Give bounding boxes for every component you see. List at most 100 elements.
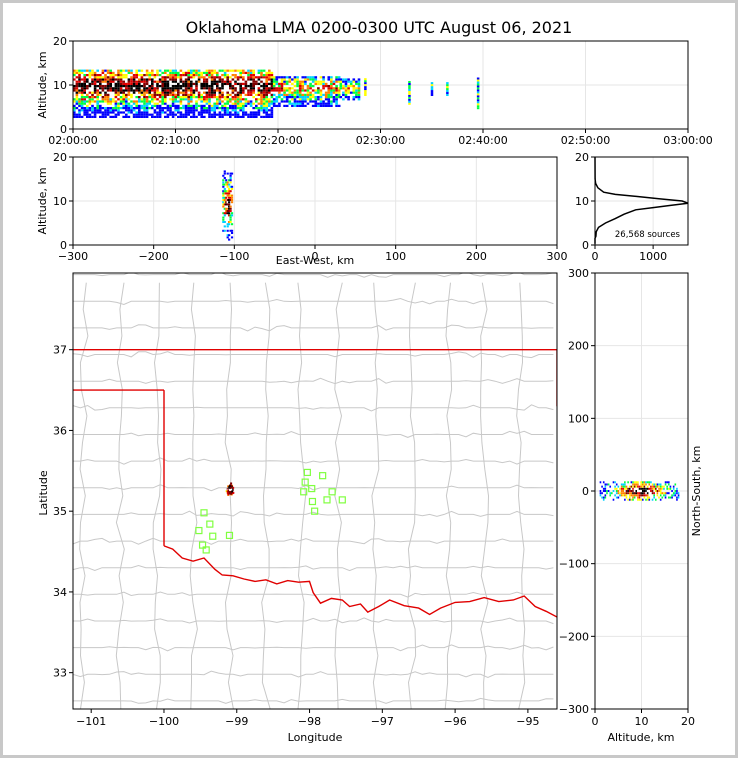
source-density-cell: [218, 113, 222, 116]
source-density-cell: [265, 104, 268, 107]
source-density-cell: [190, 69, 193, 72]
source-density-cell: [262, 104, 266, 107]
source-density-cell: [96, 96, 99, 99]
source-density-cell: [179, 85, 183, 88]
source-density-cell: [106, 80, 110, 83]
ns-source-cell: [654, 483, 657, 486]
source-density-cell: [255, 76, 258, 79]
source-density-cell: [213, 107, 216, 110]
source-density-cell: [117, 87, 120, 90]
source-density-cell: [285, 100, 289, 103]
source-density-cell: [205, 69, 209, 72]
source-density-cell: [132, 107, 136, 110]
source-density-cell: [213, 76, 216, 79]
source-density-cell: [226, 93, 229, 96]
ns-source-cell: [625, 487, 628, 490]
source-density-cell: [306, 98, 310, 101]
lma-stations: [195, 468, 346, 554]
ns-source-cell: [663, 485, 665, 488]
source-density-cell: [208, 93, 211, 96]
ew-source-cell: [225, 181, 228, 184]
source-density-cell: [252, 74, 255, 77]
source-density-cell: [75, 98, 79, 101]
source-density-cell: [88, 113, 92, 116]
source-density-cell: [164, 80, 167, 83]
source-density-cell: [138, 111, 141, 114]
source-density-cell: [239, 76, 242, 79]
source-density-cell: [234, 102, 237, 105]
source-density-cell: [476, 79, 480, 82]
source-density-cell: [239, 69, 242, 72]
source-density-cell: [301, 102, 305, 105]
source-density-cell: [145, 115, 149, 118]
source-density-cell: [270, 80, 274, 83]
source-density-cell: [265, 115, 268, 118]
source-density-cell: [197, 91, 201, 94]
source-density-cell: [192, 82, 196, 85]
source-density-cell: [244, 87, 248, 90]
source-density-cell: [200, 109, 203, 112]
source-density-cell: [135, 85, 138, 88]
source-density-cell: [408, 92, 411, 95]
source-density-cell: [106, 111, 110, 114]
source-density-cell: [205, 87, 209, 90]
ns-source-cell: [627, 487, 629, 490]
source-density-cell: [174, 89, 177, 92]
ew-source-cell: [223, 192, 226, 195]
source-density-cell: [177, 71, 180, 74]
source-density-cell: [148, 100, 151, 103]
source-density-cell: [205, 111, 209, 114]
source-density-cell: [352, 85, 356, 88]
ns-source-cell: [637, 494, 639, 497]
source-density-cell: [93, 107, 97, 110]
source-density-cell: [319, 91, 323, 94]
source-density-cell: [208, 69, 211, 72]
ew-source-cell: [230, 232, 234, 234]
source-density-cell: [83, 85, 86, 88]
source-density-cell: [208, 107, 211, 110]
source-density-cell: [190, 76, 193, 79]
source-density-cell: [322, 102, 325, 105]
source-density-cell: [218, 98, 222, 101]
county-line: [73, 670, 554, 678]
source-density-cell: [265, 87, 268, 90]
source-density-cell: [257, 111, 261, 114]
source-density-cell: [158, 93, 162, 96]
ns-source-cell: [641, 481, 644, 484]
source-density-cell: [236, 82, 240, 85]
county-line: [152, 282, 162, 709]
source-density-cell: [260, 93, 263, 96]
source-density-cell: [247, 85, 250, 88]
ew-source-cell: [230, 185, 234, 188]
source-density-cell: [317, 89, 320, 92]
source-density-cell: [223, 76, 227, 79]
source-density-cell: [352, 96, 356, 99]
source-density-cell: [210, 71, 214, 74]
source-density-cell: [96, 74, 99, 77]
ns-source-cell: [656, 483, 659, 486]
ew-source-cell: [223, 207, 226, 210]
source-density-cell: [75, 87, 79, 90]
source-density-cell: [268, 82, 271, 85]
source-density-cell: [242, 98, 245, 101]
source-density-cell: [138, 100, 141, 103]
source-density-cell: [231, 87, 235, 90]
source-density-cell: [278, 76, 281, 79]
source-density-cell: [130, 104, 133, 107]
time-tick-label: 02:20:00: [253, 134, 302, 147]
source-density-cell: [205, 109, 209, 112]
source-density-cell: [75, 80, 79, 83]
source-density-cell: [130, 87, 133, 90]
source-density-cell: [270, 109, 274, 112]
ew-source-cell: [229, 181, 232, 184]
source-density-cell: [332, 87, 336, 90]
source-density-cell: [171, 115, 175, 118]
source-density-cell: [80, 115, 84, 118]
source-density-cell: [96, 102, 99, 105]
source-density-cell: [171, 91, 175, 94]
source-density-cell: [291, 87, 294, 90]
source-density-cell: [119, 74, 123, 77]
source-density-cell: [239, 100, 242, 103]
ew-source-cell: [229, 179, 232, 182]
source-density-cell: [314, 80, 318, 83]
